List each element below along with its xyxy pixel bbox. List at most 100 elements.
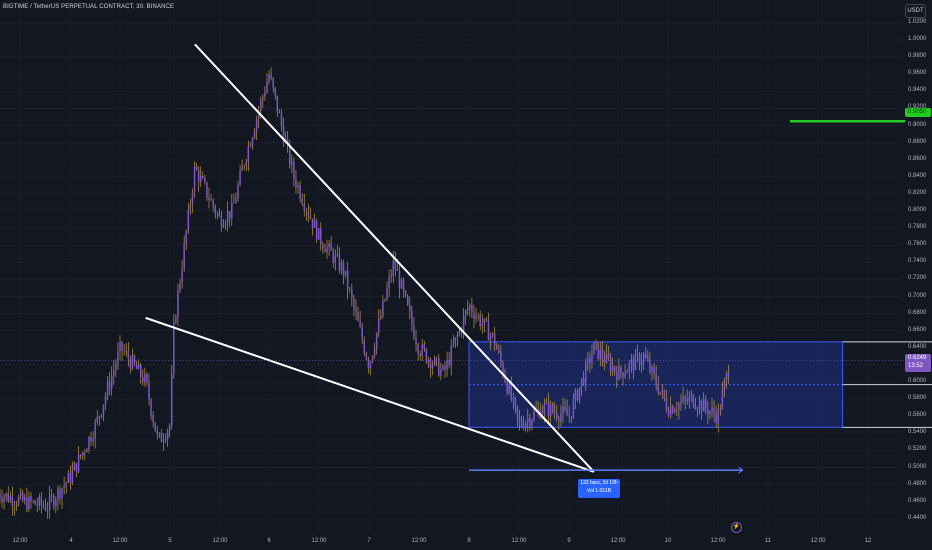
candle-body: [618, 366, 620, 380]
candle-body: [659, 391, 662, 394]
candle-body: [71, 470, 74, 483]
candle-body: [514, 397, 517, 407]
candle-body: [260, 100, 262, 112]
candle-body: [251, 138, 254, 147]
candle-body: [649, 360, 651, 372]
candle-body: [502, 362, 504, 375]
candle-body: [75, 463, 78, 472]
candle-body: [262, 96, 264, 101]
candle-body: [280, 113, 283, 126]
candle-body: [491, 333, 494, 336]
candle-body: [79, 454, 82, 457]
candle-body: [562, 406, 564, 414]
candle-body: [110, 375, 113, 389]
candle-body: [682, 396, 684, 402]
candle-body: [415, 338, 417, 345]
candle-body: [320, 228, 322, 245]
candle-body: [19, 492, 22, 498]
candle-body: [32, 500, 34, 502]
currency-button[interactable]: USDT: [905, 4, 926, 18]
candle-body: [160, 433, 163, 442]
price-tick-label: 0.5400: [908, 429, 927, 436]
candle-body: [48, 495, 51, 510]
candle-body: [69, 472, 72, 483]
chart-grid: [0, 0, 902, 532]
candle-body: [15, 504, 18, 506]
candle-body: [142, 377, 144, 383]
candle-body: [295, 178, 297, 188]
trendlines[interactable]: [145, 43, 595, 473]
candle-body: [98, 416, 101, 418]
time-tick-label: 12:00: [710, 538, 726, 544]
candle-body: [636, 353, 639, 355]
candle-body: [220, 216, 223, 227]
candle-body: [212, 199, 214, 207]
candle-body: [173, 322, 175, 375]
candle-body: [88, 436, 90, 450]
candle-body: [518, 417, 521, 422]
candle-body: [185, 230, 187, 243]
candle-body: [638, 354, 641, 366]
candle-body: [605, 353, 608, 363]
candle-body: [81, 452, 84, 457]
price-tick-label: 0.6800: [908, 309, 927, 316]
candle-body: [247, 146, 250, 162]
candle-body: [44, 506, 47, 511]
candle-body: [669, 406, 672, 416]
price-tick-label: 0.8000: [908, 207, 927, 213]
candle-body: [326, 246, 328, 253]
candle-body: [419, 354, 421, 356]
price-tick-label: 0.9600: [908, 70, 927, 77]
lightning-icon[interactable]: ⚡: [731, 522, 742, 533]
candle-body: [527, 418, 529, 423]
candle-body: [73, 463, 76, 471]
candle-body: [545, 402, 548, 404]
candle-body: [63, 485, 65, 489]
candle-body: [235, 198, 237, 203]
candle-body: [705, 399, 707, 409]
candle-body: [444, 365, 446, 370]
candle-body: [164, 439, 167, 441]
candle-body: [218, 213, 221, 217]
candle-body: [425, 349, 428, 363]
candle-body: [166, 430, 169, 440]
candle-body: [5, 493, 7, 497]
candle-body: [46, 509, 49, 511]
range-box[interactable]: [468, 341, 932, 428]
candle-body: [394, 260, 397, 270]
candle-body: [473, 312, 475, 319]
price-tick-label: 1.0000: [908, 36, 927, 42]
price-tick-label: 0.6400: [908, 343, 927, 350]
candle-body: [210, 199, 212, 201]
chart-overlays: [0, 119, 905, 474]
trendline[interactable]: [194, 43, 595, 473]
candle-body: [375, 333, 378, 349]
candle-body: [694, 406, 697, 409]
price-tick-label: 0.9000: [908, 121, 927, 128]
price-tick-label: 0.4800: [908, 480, 927, 487]
candle-body: [148, 382, 150, 400]
candle-body: [628, 363, 630, 372]
candle-body: [340, 262, 343, 271]
candle-body: [485, 318, 488, 321]
trendline[interactable]: [145, 316, 595, 473]
candle-body: [102, 404, 105, 415]
candle-body: [585, 361, 587, 384]
candle-body: [622, 372, 624, 378]
candle-body: [84, 452, 86, 453]
candle-body: [483, 318, 486, 324]
candle-body: [611, 366, 614, 372]
candle-body: [508, 383, 510, 393]
candle-body: [378, 318, 380, 334]
candle-body: [156, 430, 159, 434]
candle-body: [322, 244, 324, 249]
candle-body: [253, 131, 256, 139]
candle-body: [477, 315, 479, 317]
time-tick-label: 9: [567, 538, 571, 544]
candle-body: [464, 310, 467, 316]
candle-body: [702, 399, 705, 412]
candle-body: [40, 496, 43, 505]
candle-body: [678, 403, 680, 410]
candle-body: [168, 425, 171, 431]
